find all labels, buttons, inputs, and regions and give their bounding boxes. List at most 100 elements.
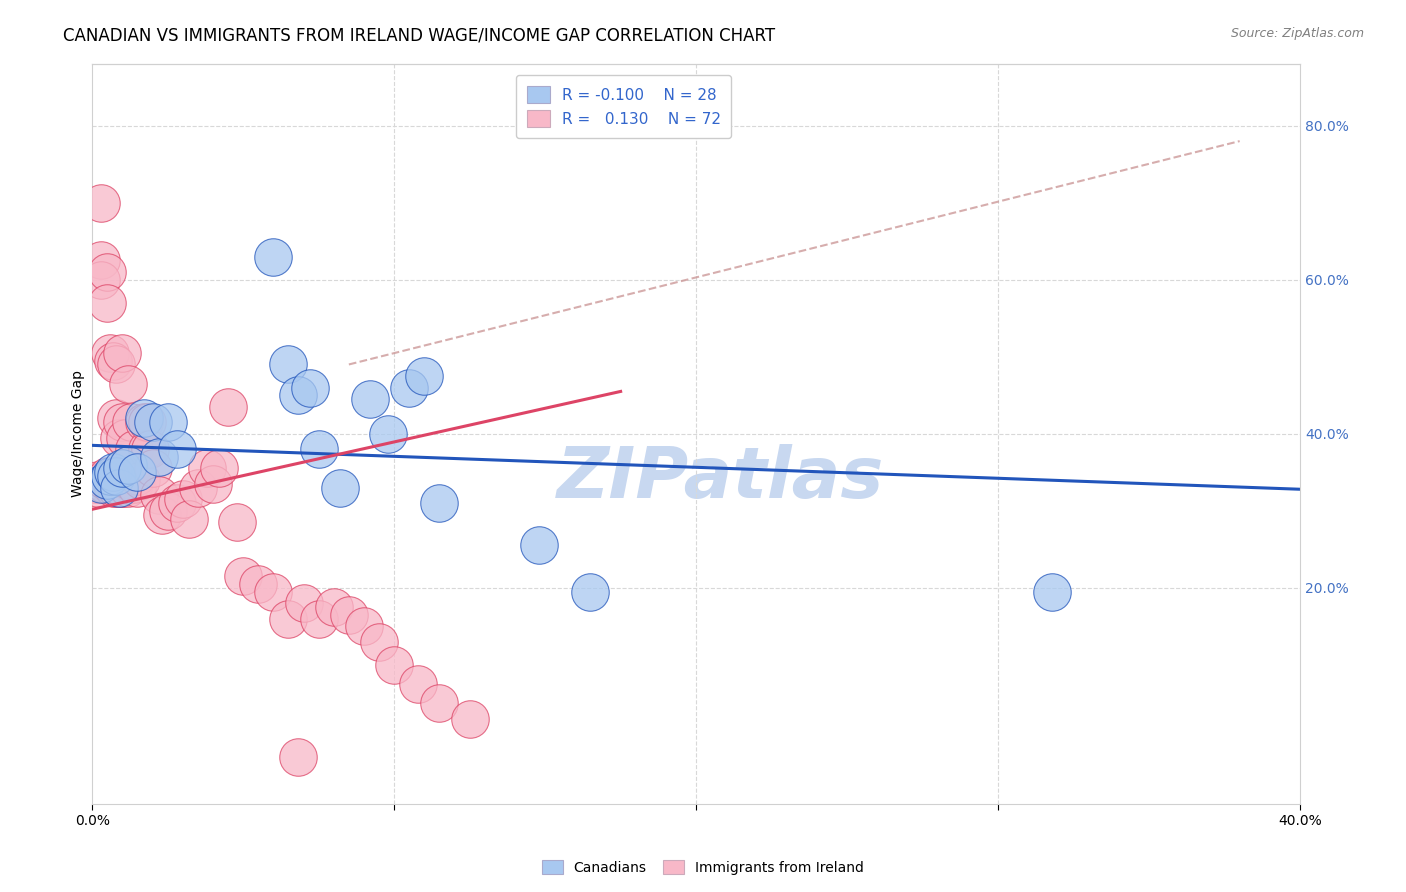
Point — [156, 504, 179, 518]
Point — [292, 596, 315, 610]
Point — [429, 496, 451, 510]
Point — [129, 473, 152, 487]
Point — [117, 458, 139, 472]
Point — [138, 442, 160, 457]
Legend: R = -0.100    N = 28, R =   0.130    N = 72: R = -0.100 N = 28, R = 0.130 N = 72 — [516, 76, 731, 137]
Point — [308, 442, 330, 457]
Point — [262, 250, 284, 264]
Point — [226, 516, 249, 530]
Point — [142, 461, 165, 475]
Point — [90, 253, 112, 268]
Point — [187, 481, 209, 495]
Point — [117, 376, 139, 391]
Point — [217, 400, 239, 414]
Point — [135, 415, 157, 429]
Point — [413, 369, 436, 384]
Point — [124, 476, 146, 491]
Point — [166, 442, 188, 457]
Point — [103, 469, 125, 483]
Point — [98, 476, 121, 491]
Text: CANADIAN VS IMMIGRANTS FROM IRELAND WAGE/INCOME GAP CORRELATION CHART: CANADIAN VS IMMIGRANTS FROM IRELAND WAGE… — [63, 27, 775, 45]
Point — [398, 381, 420, 395]
Point — [108, 473, 131, 487]
Point — [103, 465, 125, 479]
Point — [114, 473, 136, 487]
Point — [98, 346, 121, 360]
Point — [124, 442, 146, 457]
Point — [90, 195, 112, 210]
Point — [108, 481, 131, 495]
Point — [96, 265, 118, 279]
Point — [105, 473, 128, 487]
Point — [156, 415, 179, 429]
Point — [96, 473, 118, 487]
Point — [111, 415, 134, 429]
Point — [382, 657, 405, 672]
Point — [120, 473, 142, 487]
Point — [368, 634, 391, 648]
Point — [277, 358, 299, 372]
Point — [579, 584, 602, 599]
Point — [114, 431, 136, 445]
Point — [337, 607, 360, 622]
Point — [111, 481, 134, 495]
Point — [108, 481, 131, 495]
Point — [117, 473, 139, 487]
Point — [247, 577, 270, 591]
Point — [208, 461, 231, 475]
Point — [195, 461, 218, 475]
Point — [277, 612, 299, 626]
Point — [329, 481, 352, 495]
Point — [93, 476, 115, 491]
Point — [93, 473, 115, 487]
Legend: Canadians, Immigrants from Ireland: Canadians, Immigrants from Ireland — [536, 855, 870, 880]
Point — [111, 461, 134, 475]
Point — [458, 712, 481, 726]
Point — [111, 481, 134, 495]
Point — [108, 431, 131, 445]
Point — [172, 492, 194, 507]
Point — [298, 381, 321, 395]
Text: ZIPatlas: ZIPatlas — [557, 443, 884, 513]
Y-axis label: Wage/Income Gap: Wage/Income Gap — [72, 370, 86, 498]
Point — [90, 273, 112, 287]
Point — [111, 346, 134, 360]
Point — [135, 442, 157, 457]
Point — [1042, 584, 1064, 599]
Point — [408, 677, 430, 691]
Point — [262, 584, 284, 599]
Point — [90, 476, 112, 491]
Point — [98, 469, 121, 483]
Point — [105, 411, 128, 425]
Point — [232, 569, 254, 583]
Point — [308, 612, 330, 626]
Point — [142, 415, 165, 429]
Point — [201, 476, 224, 491]
Point — [527, 539, 550, 553]
Text: Source: ZipAtlas.com: Source: ZipAtlas.com — [1230, 27, 1364, 40]
Point — [177, 511, 200, 525]
Point — [87, 481, 110, 495]
Point — [150, 508, 173, 522]
Point — [105, 481, 128, 495]
Point — [117, 481, 139, 495]
Point — [105, 358, 128, 372]
Point — [96, 469, 118, 483]
Point — [98, 473, 121, 487]
Point — [166, 496, 188, 510]
Point — [322, 600, 344, 615]
Point — [103, 481, 125, 495]
Point — [105, 469, 128, 483]
Point — [127, 469, 149, 483]
Point — [127, 465, 149, 479]
Point — [353, 619, 375, 633]
Point — [127, 481, 149, 495]
Point — [429, 697, 451, 711]
Point — [377, 426, 399, 441]
Point — [287, 750, 309, 764]
Point — [148, 488, 170, 502]
Point — [148, 450, 170, 464]
Point — [287, 388, 309, 402]
Point — [359, 392, 381, 406]
Point — [120, 415, 142, 429]
